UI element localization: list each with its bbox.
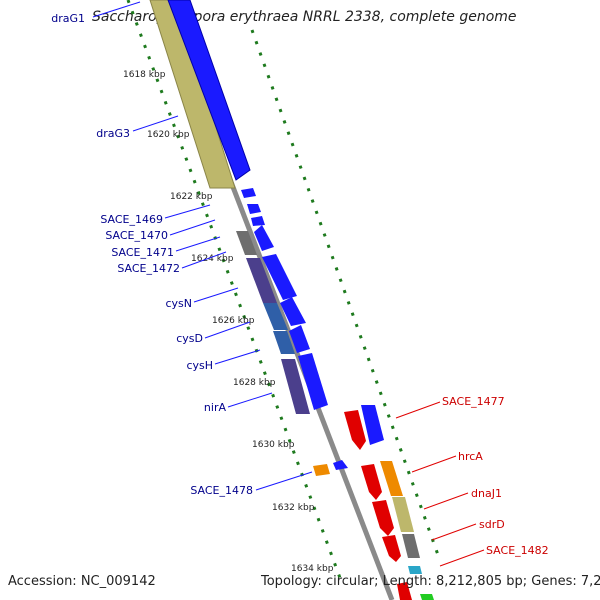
gene-label-cysH[interactable]: cysH	[186, 359, 213, 372]
cds-reverse-1	[344, 410, 366, 450]
tick-label-1624: 1624 kbp	[191, 254, 234, 264]
tick-label-1626: 1626 kbp	[212, 316, 255, 326]
cds-orange-1478	[313, 464, 330, 476]
leader-draG1	[92, 1, 141, 18]
cog-bar-orange-right	[380, 461, 403, 496]
leader-1477	[395, 401, 441, 419]
tick-label-1618: 1618 kbp	[123, 70, 166, 80]
cog-bar-green-right	[420, 594, 434, 600]
cds-forward-large	[167, 0, 251, 181]
forward-cds	[167, 0, 384, 470]
leader-1471	[175, 236, 221, 252]
cog-bar-khaki	[149, 0, 236, 189]
gene-label-SACE_1478[interactable]: SACE_1478	[190, 484, 253, 497]
leader-1478	[255, 471, 313, 491]
gene-label-SACE_1477[interactable]: SACE_1477	[442, 395, 505, 408]
tick-label-1620: 1620 kbp	[147, 130, 190, 140]
gene-label-SACE_1469[interactable]: SACE_1469	[100, 213, 163, 226]
leader-sdrD	[431, 523, 477, 541]
cds-reverse-2	[361, 464, 382, 500]
cds-forward-cysD	[280, 297, 306, 326]
cds-forward-cysH	[289, 325, 310, 353]
cds-forward-cysN	[262, 254, 297, 300]
topology-label: Topology: circular; Length: 8,212,805 bp…	[261, 574, 600, 589]
cds-forward-1472	[254, 225, 274, 251]
leader-1472	[181, 251, 227, 269]
left-leader-lines	[92, 1, 313, 491]
cog-bar-gray-right	[402, 534, 420, 558]
leader-cysH	[214, 349, 261, 365]
tick-labels: 1618 kbp 1620 kbp 1622 kbp 1624 kbp 1626…	[123, 70, 334, 574]
gene-label-SACE_1470[interactable]: SACE_1470	[105, 229, 168, 242]
accession-label: Accession: NC_009142	[8, 574, 156, 589]
gene-label-dnaJ1[interactable]: dnaJ1	[471, 487, 502, 500]
leader-1470	[169, 219, 216, 236]
gene-label-draG1[interactable]: draG1	[51, 12, 85, 25]
cds-forward-small-1	[241, 188, 256, 198]
leader-dnaJ1	[423, 492, 469, 510]
cog-bar-khaki-right	[392, 497, 414, 532]
leader-1469	[164, 204, 211, 219]
gene-label-cysD[interactable]: cysD	[176, 332, 203, 345]
leader-cysD	[204, 321, 251, 339]
cds-forward-nirA	[298, 353, 328, 410]
gene-label-nirA[interactable]: nirA	[204, 401, 227, 414]
map-title: Saccharopolyspora erythraea NRRL 2338, c…	[92, 9, 517, 25]
cds-forward-small-2	[247, 204, 261, 214]
cog-bar-slate-1	[246, 258, 277, 303]
cds-reverse-5	[397, 582, 412, 600]
gene-label-draG3[interactable]: draG3	[96, 127, 130, 140]
tick-label-1628: 1628 kbp	[233, 378, 276, 388]
gene-label-cysN[interactable]: cysN	[165, 297, 192, 310]
cog-bar-gray-1	[236, 231, 257, 255]
leader-1482	[439, 549, 485, 567]
gene-label-SACE_1472[interactable]: SACE_1472	[117, 262, 180, 275]
left-gene-labels: draG1 draG3 SACE_1469 SACE_1470 SACE_147…	[51, 12, 253, 497]
cog-bar-blue-2	[273, 331, 295, 354]
leader-hrcA	[411, 455, 457, 473]
leader-nirA	[227, 392, 273, 408]
gene-label-sdrD[interactable]: sdrD	[479, 518, 505, 531]
cog-bar-slate-2	[281, 359, 310, 414]
gene-label-SACE_1471[interactable]: SACE_1471	[111, 246, 174, 259]
leader-cysN	[193, 287, 239, 303]
ruler-dotted-line-right	[250, 29, 440, 556]
leader-draG3	[132, 115, 179, 132]
reverse-cds	[313, 410, 412, 600]
cds-reverse-3	[372, 500, 394, 536]
right-gene-labels: SACE_1477 hrcA dnaJ1 sdrD SACE_1482	[442, 395, 549, 557]
tick-label-1632: 1632 kbp	[272, 503, 315, 513]
cds-reverse-4	[382, 535, 401, 562]
cog-bar-cyan-right	[408, 566, 422, 574]
tick-label-1634: 1634 kbp	[291, 564, 334, 574]
right-leader-lines	[395, 401, 485, 567]
gene-label-SACE_1482[interactable]: SACE_1482	[486, 544, 549, 557]
tick-label-1630: 1630 kbp	[252, 440, 295, 450]
cog-bars	[149, 0, 434, 600]
cds-forward-1478	[333, 460, 348, 470]
cog-bar-blue-1	[263, 303, 288, 330]
tick-label-1622: 1622 kbp	[170, 192, 213, 202]
gene-label-hrcA[interactable]: hrcA	[458, 450, 483, 463]
cds-forward-1477	[361, 405, 384, 445]
cds-forward-small-3	[251, 216, 265, 226]
